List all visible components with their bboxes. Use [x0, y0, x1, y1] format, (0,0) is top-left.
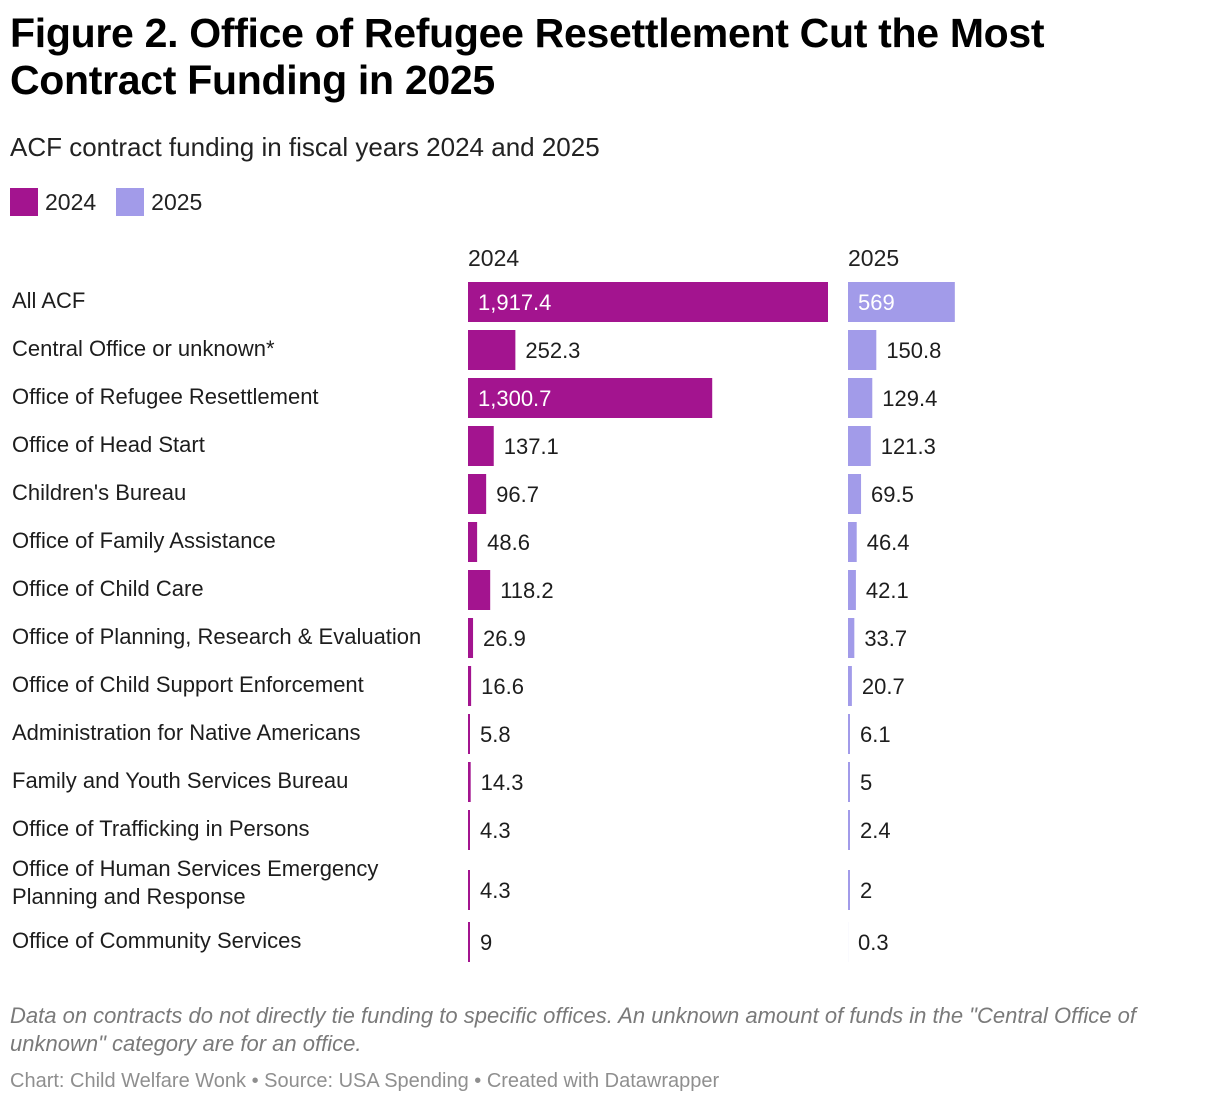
bar-2024 — [468, 922, 470, 962]
value-label-2025: 150.8 — [886, 338, 941, 363]
chart-title: Figure 2. Office of Refugee Resettlement… — [10, 10, 1045, 103]
bar-2024 — [468, 666, 472, 706]
bar-2025 — [848, 618, 855, 658]
bar-2024 — [468, 282, 828, 322]
row-label: Office of Refugee Resettlement — [12, 384, 319, 409]
value-label-2024: 16.6 — [481, 674, 524, 699]
value-label-2025: 6.1 — [860, 722, 891, 747]
column-header-2024: 2024 — [468, 245, 519, 271]
legend: 2024 2025 — [10, 187, 222, 217]
row-label: Administration for Native Americans — [12, 720, 360, 745]
value-label-2025: 0.3 — [858, 930, 889, 955]
bar-2025 — [848, 522, 857, 562]
value-label-2024: 5.8 — [480, 722, 511, 747]
value-label-2025: 2 — [860, 878, 872, 903]
legend-swatch-2025 — [116, 188, 145, 216]
row-label: Office of Community Services — [12, 928, 301, 953]
value-label-2025: 5 — [860, 770, 872, 795]
bar-2025 — [848, 378, 873, 418]
value-label-2025: 69.5 — [871, 482, 914, 507]
value-label-2025: 569 — [858, 290, 895, 315]
bar-2025 — [848, 762, 850, 802]
value-label-2024: 137.1 — [504, 434, 559, 459]
value-label-2025: 42.1 — [866, 578, 909, 603]
value-label-2025: 129.4 — [882, 386, 937, 411]
bar-chart: 2024 2025 All ACF 1,917.4 569 Central Office … — [12, 245, 955, 962]
bar-2025 — [848, 870, 850, 910]
row-label: Office of Human Services Emergency Planni… — [12, 856, 378, 909]
row-label: Office of Head Start — [12, 432, 205, 457]
value-label-2024: 118.2 — [500, 578, 553, 603]
value-label-2025: 2.4 — [860, 818, 891, 843]
bar-2025 — [848, 330, 877, 370]
legend-label-2025: 2025 — [151, 189, 203, 215]
value-label-2025: 121.3 — [881, 434, 936, 459]
value-label-2024: 48.6 — [487, 530, 530, 555]
bar-2024 — [468, 870, 470, 910]
bar-2024 — [468, 426, 494, 466]
row-label: All ACF — [12, 288, 85, 313]
bar-2024 — [468, 762, 471, 802]
bar-2024 — [468, 330, 516, 370]
bar-2024 — [468, 522, 478, 562]
legend-item-2024: 2024 — [10, 188, 96, 216]
row-label: Office of Child Care — [12, 576, 204, 601]
value-label-2025: 33.7 — [864, 626, 907, 651]
row-label: Family and Youth Services Bureau — [12, 768, 348, 793]
bar-2024 — [468, 810, 470, 850]
row-label: Office of Planning, Research & Evaluatio… — [12, 624, 421, 649]
bar-2025 — [848, 714, 850, 754]
legend-label-2024: 2024 — [45, 189, 97, 215]
value-label-2025: 20.7 — [862, 674, 905, 699]
bar-2025 — [848, 666, 852, 706]
legend-item-2025: 2025 — [116, 188, 202, 216]
bar-2024 — [468, 474, 487, 514]
row-label: Office of Child Support Enforcement — [12, 672, 364, 697]
value-label-2024: 1,917.4 — [478, 290, 551, 315]
value-label-2024: 252.3 — [525, 338, 580, 363]
value-label-2024: 26.9 — [483, 626, 526, 651]
bar-2024 — [468, 570, 491, 610]
chart-subtitle: ACF contract funding in fiscal years 202… — [10, 132, 600, 162]
bar-2024 — [468, 714, 470, 754]
value-label-2024: 9 — [480, 930, 492, 955]
bar-2025 — [848, 282, 955, 322]
value-label-2024: 4.3 — [480, 818, 511, 843]
row-label: Office of Family Assistance — [12, 528, 276, 553]
column-header-2025: 2025 — [848, 245, 899, 271]
bar-2025 — [848, 810, 850, 850]
value-label-2024: 14.3 — [481, 770, 524, 795]
value-label-2024: 96.7 — [496, 482, 539, 507]
bar-2024 — [468, 618, 474, 658]
bar-2025 — [848, 474, 862, 514]
legend-swatch-2024 — [10, 188, 38, 216]
row-label: Office of Trafficking in Persons — [12, 816, 310, 841]
chart-credit: Chart: Child Welfare Wonk • Source: USA … — [10, 1070, 720, 1092]
bar-2024 — [468, 378, 713, 418]
row-label: Central Office or unknown* — [12, 336, 275, 361]
chart-note: Data on contracts do not directly tie fu… — [10, 1003, 1136, 1056]
value-label-2024: 4.3 — [480, 878, 511, 903]
value-label-2025: 46.4 — [867, 530, 910, 555]
value-label-2024: 1,300.7 — [478, 386, 551, 411]
bar-2025 — [848, 426, 871, 466]
bar-2025 — [848, 570, 856, 610]
row-label: Children's Bureau — [12, 480, 186, 505]
